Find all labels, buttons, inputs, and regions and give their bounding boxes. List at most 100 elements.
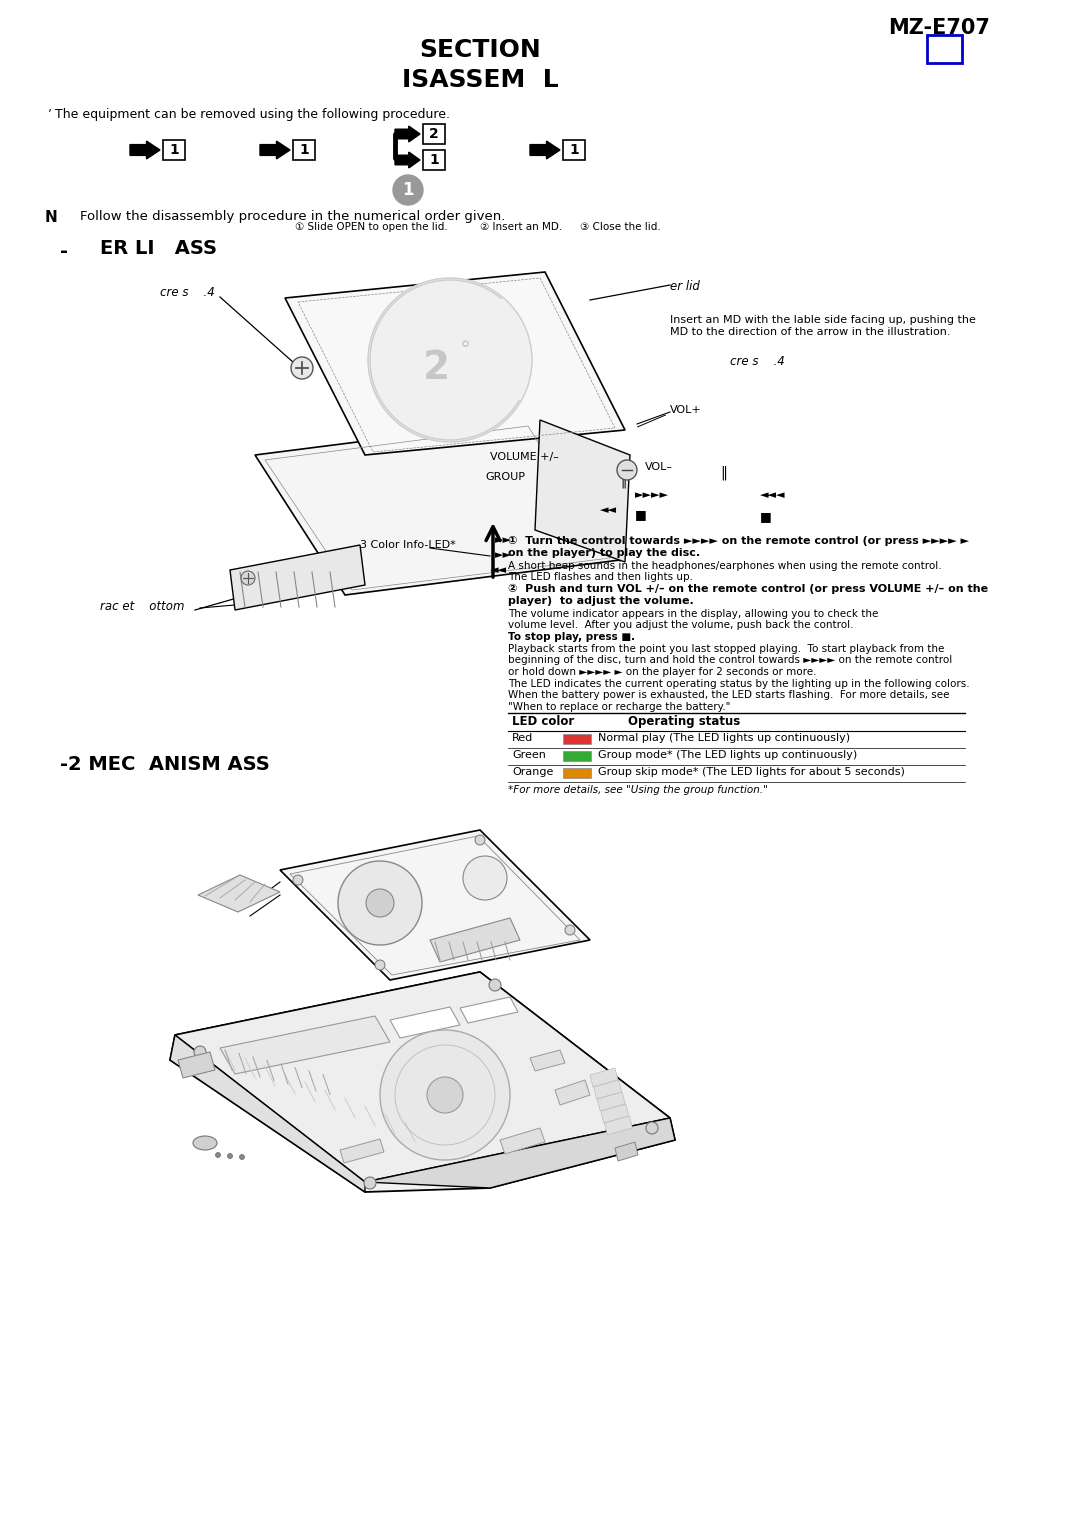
Text: ①  Turn the control towards ►►►► on the remote control (or press ►►►► ►: ① Turn the control towards ►►►► on the r… [508,536,969,545]
Polygon shape [390,1007,460,1038]
Text: -: - [60,241,68,261]
Circle shape [380,1030,510,1160]
Text: ►►: ►► [495,550,512,559]
Text: rac et    ottom: rac et ottom [100,601,185,613]
Text: VOL+: VOL+ [670,405,702,416]
Text: LED color: LED color [512,715,575,729]
Polygon shape [615,1141,638,1161]
Polygon shape [500,1128,545,1154]
Text: cre s    .4: cre s .4 [730,354,785,368]
Polygon shape [597,1093,625,1111]
Text: The LED flashes and then lights up.: The LED flashes and then lights up. [508,573,693,582]
FancyBboxPatch shape [563,735,591,744]
Text: 1: 1 [170,144,179,157]
Circle shape [364,1177,376,1189]
Text: The LED indicates the current operating status by the lighting up in the followi: The LED indicates the current operating … [508,678,970,689]
Polygon shape [594,1080,622,1099]
Text: VOLUME +/–: VOLUME +/– [490,452,558,461]
Polygon shape [395,127,420,142]
Circle shape [375,960,384,970]
Text: Red: Red [512,733,534,744]
Circle shape [216,1152,220,1158]
Circle shape [366,889,394,917]
Text: er lid: er lid [670,280,700,293]
Text: -2 MEC  ANISM ASS: -2 MEC ANISM ASS [60,755,270,775]
FancyBboxPatch shape [927,35,962,63]
Circle shape [393,176,423,205]
Text: When the battery power is exhausted, the LED starts flashing.  For more details,: When the battery power is exhausted, the… [508,691,949,700]
Text: or hold down ►►►► ► on the player for 2 seconds or more.: or hold down ►►►► ► on the player for 2 … [508,668,816,677]
Polygon shape [605,1115,633,1135]
Text: cre s    .4: cre s .4 [160,286,215,299]
Text: N: N [45,209,57,225]
Text: ◄◄: ◄◄ [600,504,617,515]
Polygon shape [530,1050,565,1071]
Text: 3 Color Info-LED*: 3 Color Info-LED* [360,539,456,550]
Polygon shape [430,918,519,963]
Text: ① Slide OPEN to open the lid.: ① Slide OPEN to open the lid. [295,222,448,232]
FancyBboxPatch shape [293,141,315,160]
Text: ►►►►: ►►►► [635,490,669,500]
Text: player)  to adjust the volume.: player) to adjust the volume. [508,596,693,607]
Text: 2: 2 [429,127,438,141]
Text: GROUP: GROUP [485,472,525,481]
FancyBboxPatch shape [423,124,445,144]
Text: The equipment can be removed using the following procedure.: The equipment can be removed using the f… [55,108,450,121]
Polygon shape [395,153,420,168]
Ellipse shape [193,1135,217,1151]
Text: Playback starts from the point you last stopped playing.  To start playback from: Playback starts from the point you last … [508,643,944,654]
Text: ③ Close the lid.: ③ Close the lid. [580,222,661,232]
Text: ʼ: ʼ [48,108,52,121]
Text: MZ-E707: MZ-E707 [888,18,990,38]
Text: To stop play, press ■.: To stop play, press ■. [508,633,635,642]
Polygon shape [260,141,291,159]
Circle shape [427,1077,463,1112]
Circle shape [646,1122,658,1134]
Text: A short beep sounds in the headphones/earphones when using the remote control.: A short beep sounds in the headphones/ea… [508,561,942,571]
Text: 1: 1 [569,144,579,157]
Text: VOL–: VOL– [645,461,673,472]
Text: °: ° [460,341,471,361]
Polygon shape [285,272,625,455]
Circle shape [194,1047,206,1057]
Text: ‖: ‖ [720,465,727,480]
Text: *For more details, see "Using the group function.": *For more details, see "Using the group … [508,785,768,796]
Text: "When to replace or recharge the battery.": "When to replace or recharge the battery… [508,701,730,712]
Polygon shape [535,420,630,562]
Text: ②  Push and turn VOL +/– on the remote control (or press VOLUME +/– on the: ② Push and turn VOL +/– on the remote co… [508,584,988,594]
Text: ② Insert an MD.: ② Insert an MD. [480,222,563,232]
Text: ■: ■ [635,507,647,521]
Polygon shape [530,141,561,159]
Circle shape [463,856,507,900]
Circle shape [293,876,303,885]
Polygon shape [255,420,620,594]
Text: Orange: Orange [512,767,553,778]
Polygon shape [175,972,670,1183]
Text: 1: 1 [402,180,414,199]
Text: ISASSEM  L: ISASSEM L [402,69,558,92]
Text: ►►: ►► [495,535,512,545]
Text: ■: ■ [760,510,772,523]
Text: ◄◄◄: ◄◄◄ [760,490,785,500]
Polygon shape [460,996,518,1024]
Text: on the player) to play the disc.: on the player) to play the disc. [508,549,700,558]
Text: Insert an MD with the lable side facing up, pushing the
MD to the direction of t: Insert an MD with the lable side facing … [670,315,976,336]
Text: SECTION: SECTION [419,38,541,63]
FancyBboxPatch shape [563,141,585,160]
Polygon shape [220,1016,390,1074]
Circle shape [228,1154,232,1158]
Circle shape [291,358,313,379]
Circle shape [240,1155,244,1160]
FancyBboxPatch shape [163,141,185,160]
Polygon shape [130,141,160,159]
Polygon shape [170,972,675,1192]
FancyBboxPatch shape [423,150,445,170]
Circle shape [617,460,637,480]
Text: Green: Green [512,750,545,761]
Polygon shape [365,1118,675,1187]
Text: beginning of the disc, turn and hold the control towards ►►►► on the remote cont: beginning of the disc, turn and hold the… [508,656,953,665]
Text: 1: 1 [429,153,438,167]
Text: ER LI   ASS: ER LI ASS [100,238,217,258]
Text: Group skip mode* (The LED lights for about 5 seconds): Group skip mode* (The LED lights for abo… [598,767,905,778]
Polygon shape [590,1068,618,1086]
